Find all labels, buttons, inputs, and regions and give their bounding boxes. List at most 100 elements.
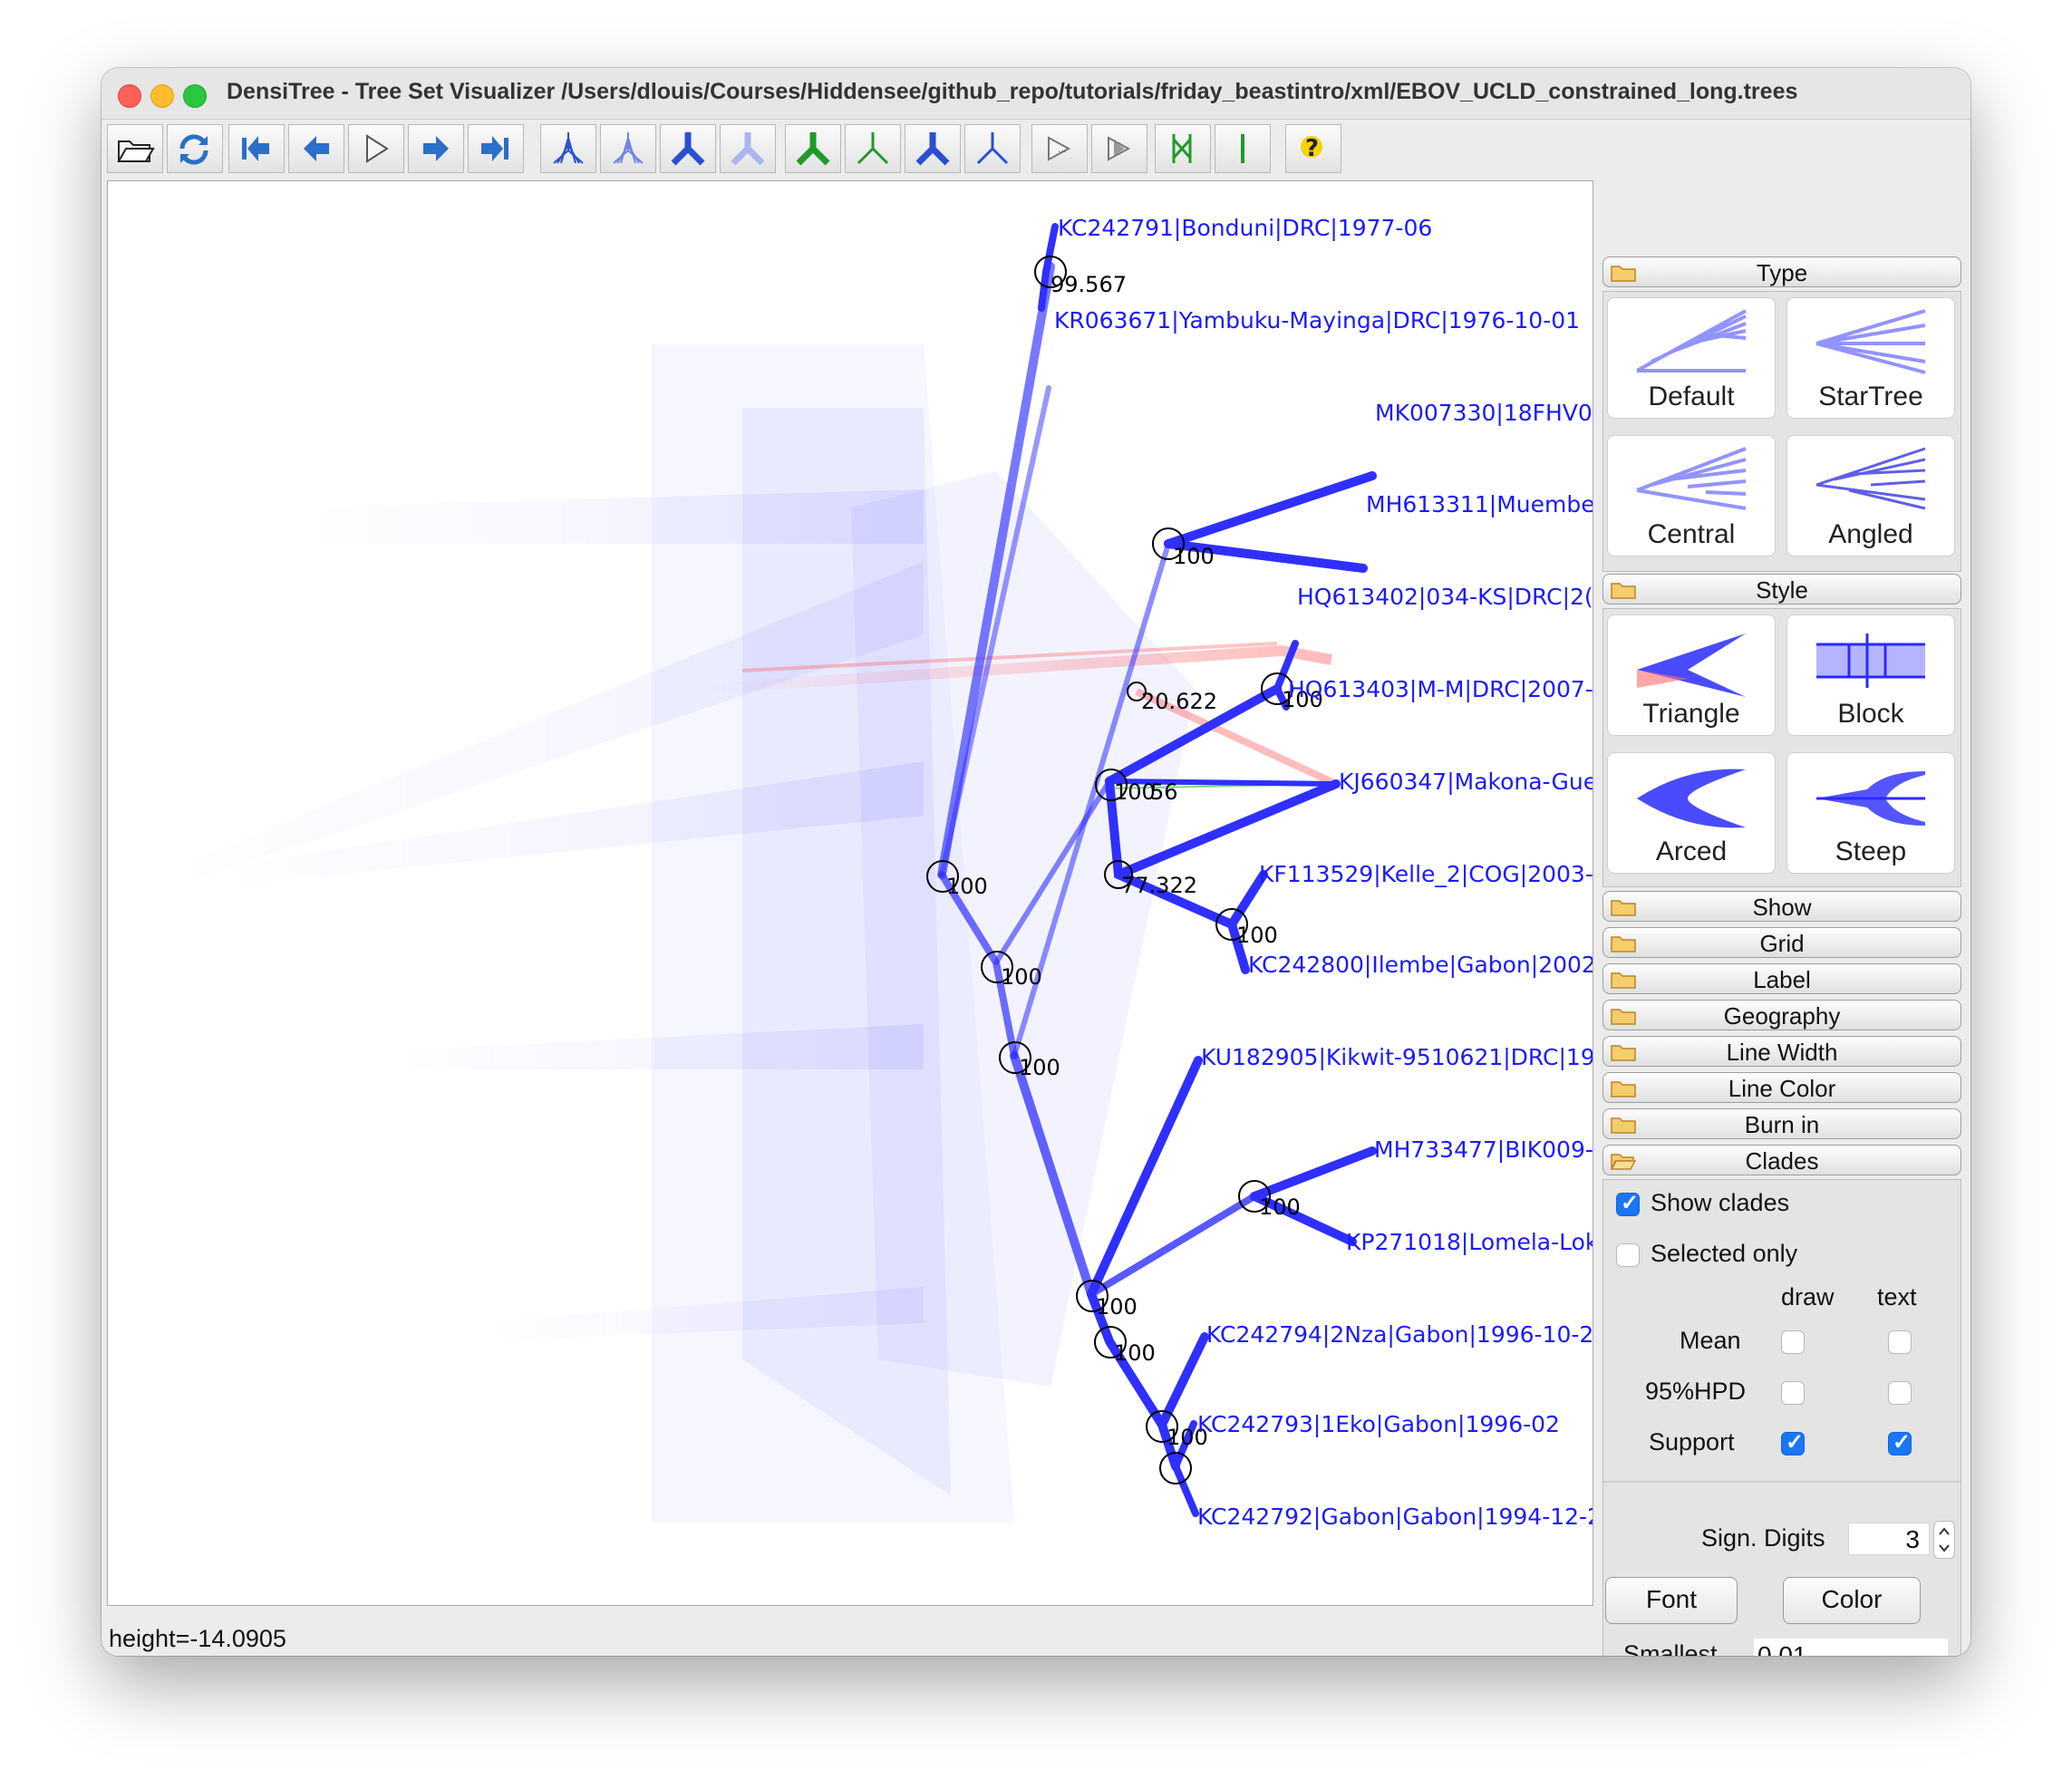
- compare-button[interactable]: [1155, 124, 1211, 173]
- taxon-label: MH733477|BIK009-: [1374, 1136, 1593, 1163]
- smallest-input[interactable]: 0.01: [1754, 1639, 1948, 1656]
- sign-digits-input[interactable]: 3: [1848, 1523, 1930, 1555]
- section-line-color[interactable]: Line Color: [1602, 1072, 1961, 1103]
- show-trees-light-button[interactable]: [600, 124, 656, 173]
- support-label: 100: [946, 874, 988, 899]
- support-label: 100: [1019, 1055, 1060, 1080]
- tile-label: Steep: [1835, 836, 1907, 866]
- taxon-label: KU182905|Kikwit-9510621|DRC|19!: [1201, 1044, 1593, 1070]
- mean-text-checkbox[interactable]: [1888, 1330, 1912, 1354]
- tree-canvas[interactable]: 99.567 100 100 20.622 100 56 77.322 100 …: [107, 180, 1593, 1606]
- angled-tree-icon: [1815, 447, 1926, 510]
- open-file-button[interactable]: [107, 124, 163, 173]
- section-label: Label: [1753, 966, 1811, 993]
- section-line-width[interactable]: Line Width: [1602, 1036, 1961, 1067]
- single-line-button[interactable]: [1215, 124, 1271, 173]
- tile-label: Block: [1837, 699, 1904, 729]
- section-type[interactable]: Type: [1602, 256, 1961, 287]
- sign-digits-stepper[interactable]: [1933, 1521, 1955, 1559]
- title-bar: DensiTree - Tree Set Visualizer /Users/d…: [102, 68, 1970, 120]
- folder-icon: [1611, 1117, 1636, 1134]
- zoom-window-button[interactable]: [183, 84, 207, 108]
- consensus-light-button[interactable]: [720, 124, 776, 173]
- minimize-window-button[interactable]: [150, 84, 174, 108]
- close-window-button[interactable]: [118, 84, 141, 108]
- consensus-tree: [937, 223, 1377, 1517]
- type-central-option[interactable]: Central: [1607, 435, 1776, 556]
- clade-markers: [926, 256, 1293, 1484]
- section-label: Style: [1756, 576, 1808, 604]
- play-button[interactable]: [348, 124, 404, 173]
- section-clades[interactable]: Clades: [1602, 1145, 1961, 1175]
- divider: [1603, 1481, 1961, 1483]
- animate-step-button[interactable]: [1091, 124, 1147, 173]
- selected-only-checkbox[interactable]: [1616, 1243, 1640, 1267]
- support-label: 100: [1282, 687, 1323, 712]
- section-label: Line Width: [1726, 1039, 1838, 1066]
- first-button[interactable]: [228, 124, 285, 173]
- section-grid[interactable]: Grid: [1602, 927, 1961, 958]
- style-steep-option[interactable]: Steep: [1786, 752, 1955, 874]
- type-angled-option[interactable]: Angled: [1786, 435, 1955, 556]
- densitree-plot[interactable]: 99.567 100 100 20.622 100 56 77.322 100 …: [108, 181, 1593, 1606]
- show-trees-dark-button[interactable]: [540, 124, 596, 173]
- hpd-row-label: 95%HPD: [1645, 1378, 1747, 1405]
- type-default-option[interactable]: Default: [1607, 297, 1776, 419]
- consensus-dark-button[interactable]: [660, 124, 716, 173]
- support-label: 99.567: [1051, 272, 1127, 297]
- green-tree-thin-icon: [857, 132, 889, 165]
- section-label[interactable]: Label: [1602, 963, 1961, 994]
- next-button[interactable]: [408, 124, 464, 173]
- last-button[interactable]: [468, 124, 524, 173]
- type-panel: Default StarTree Central Angled: [1602, 291, 1961, 572]
- play-icon: [366, 134, 389, 163]
- arced-style-icon: [1637, 769, 1746, 828]
- blue-tree-thin-button[interactable]: [964, 124, 1021, 173]
- folder-icon: [1611, 1045, 1636, 1061]
- animate-button[interactable]: ...: [1031, 124, 1088, 173]
- section-geography[interactable]: Geography: [1602, 1000, 1961, 1030]
- first-icon: [242, 136, 269, 161]
- taxon-label: KC242793|1Eko|Gabon|1996-02: [1197, 1411, 1560, 1437]
- stepper-arrows-icon: [1939, 1527, 1950, 1552]
- hpd-draw-checkbox[interactable]: [1781, 1381, 1805, 1405]
- mean-draw-checkbox[interactable]: [1781, 1330, 1805, 1354]
- section-label: Show: [1752, 894, 1812, 921]
- style-triangle-option[interactable]: Triangle: [1607, 614, 1776, 736]
- section-label: Line Color: [1728, 1075, 1836, 1102]
- consensus-tree-light-icon: [731, 132, 765, 166]
- section-burn-in[interactable]: Burn in: [1602, 1108, 1961, 1139]
- reload-button[interactable]: [167, 124, 223, 173]
- mean-row-label: Mean: [1680, 1327, 1741, 1354]
- green-tree-button[interactable]: [785, 124, 841, 173]
- style-block-option[interactable]: Block: [1786, 614, 1955, 736]
- taxon-labels: KC242791|Bonduni|DRC|1977-06 KR063671|Ya…: [1054, 215, 1593, 1530]
- section-label: Type: [1756, 259, 1808, 286]
- support-label: 100: [1001, 964, 1042, 990]
- font-button[interactable]: Font: [1605, 1577, 1738, 1624]
- support-label: 100: [1259, 1194, 1301, 1220]
- section-style[interactable]: Style: [1602, 574, 1961, 604]
- folder-icon: [1611, 266, 1636, 282]
- compare-icon: [1172, 134, 1192, 163]
- blue-tree-button[interactable]: [905, 124, 961, 173]
- type-startree-option[interactable]: StarTree: [1786, 297, 1955, 419]
- folder-open-icon: [1611, 1154, 1636, 1170]
- support-row-label: Support: [1649, 1428, 1735, 1455]
- default-tree-icon: [1636, 309, 1747, 372]
- style-arced-option[interactable]: Arced: [1607, 752, 1776, 874]
- previous-button[interactable]: [288, 124, 344, 173]
- support-text-checkbox[interactable]: [1888, 1429, 1912, 1455]
- taxon-label: KC242792|Gabon|Gabon|1994-12-2: [1197, 1504, 1593, 1530]
- show-clades-checkbox[interactable]: [1616, 1190, 1640, 1216]
- folder-icon: [1611, 972, 1636, 989]
- support-draw-checkbox[interactable]: [1781, 1429, 1805, 1455]
- section-show[interactable]: Show: [1602, 891, 1961, 922]
- folder-icon: [1611, 1081, 1636, 1098]
- line-icon: [1241, 134, 1244, 163]
- last-icon: [481, 136, 508, 161]
- help-button[interactable]: ?: [1285, 124, 1341, 173]
- hpd-text-checkbox[interactable]: [1888, 1381, 1912, 1405]
- color-button[interactable]: Color: [1783, 1577, 1921, 1624]
- green-tree-thin-button[interactable]: [845, 124, 901, 173]
